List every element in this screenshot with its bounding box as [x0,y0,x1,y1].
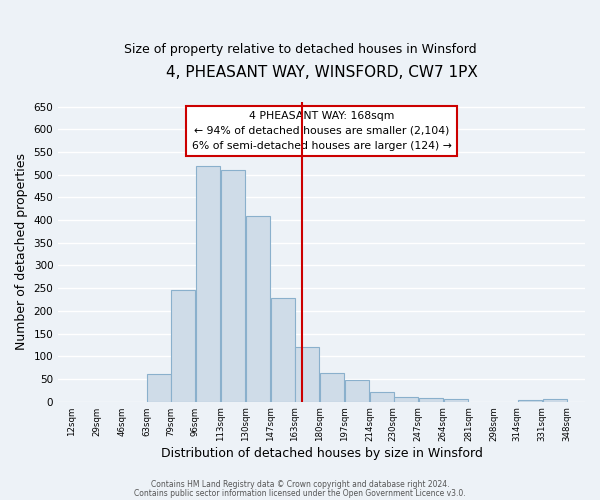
Title: 4, PHEASANT WAY, WINSFORD, CW7 1PX: 4, PHEASANT WAY, WINSFORD, CW7 1PX [166,65,478,80]
Bar [543,400,567,402]
Text: 4 PHEASANT WAY: 168sqm
← 94% of detached houses are smaller (2,104)
6% of semi-d: 4 PHEASANT WAY: 168sqm ← 94% of detached… [191,111,452,150]
Bar [295,347,319,402]
Bar [246,216,270,402]
Text: Size of property relative to detached houses in Winsford: Size of property relative to detached ho… [124,42,476,56]
Bar [221,170,245,402]
X-axis label: Distribution of detached houses by size in Winsford: Distribution of detached houses by size … [161,447,482,460]
Bar [444,400,468,402]
Text: Contains public sector information licensed under the Open Government Licence v3: Contains public sector information licen… [134,488,466,498]
Bar [370,392,394,402]
Bar [171,290,195,402]
Bar [419,398,443,402]
Bar [271,298,295,402]
Bar [518,400,542,402]
Text: Contains HM Land Registry data © Crown copyright and database right 2024.: Contains HM Land Registry data © Crown c… [151,480,449,489]
Bar [196,166,220,402]
Y-axis label: Number of detached properties: Number of detached properties [15,154,28,350]
Bar [345,380,369,402]
Bar [148,374,171,402]
Bar [394,397,418,402]
Bar [320,373,344,402]
